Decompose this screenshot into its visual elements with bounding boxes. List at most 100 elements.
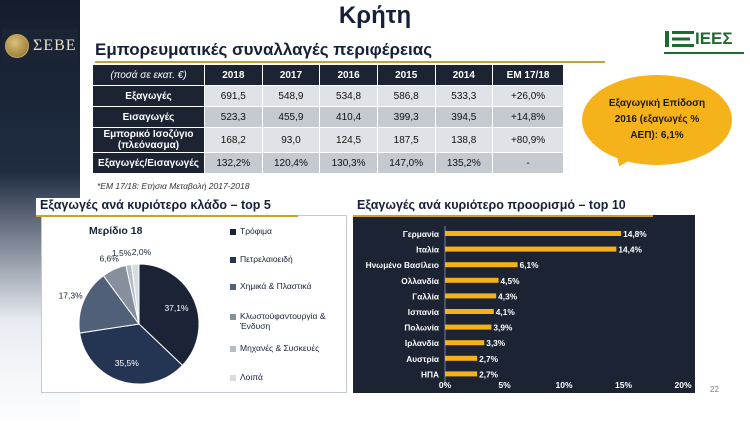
- legend-swatch: [230, 346, 236, 352]
- table-cell: 523,3: [204, 106, 263, 128]
- table-cell: 533,3: [434, 85, 494, 107]
- export-performance-callout: Εξαγωγική Επίδοση 2016 (εξαγωγές % ΑΕΠ):…: [582, 75, 732, 165]
- pie-slice: [78, 274, 140, 334]
- seve-emblem-icon: [5, 34, 29, 58]
- destination-panel-title: Εξαγωγές ανά κυριότερο προορισμό – top 1…: [353, 198, 653, 217]
- legend-item: Χημικά & Πλαστικά: [230, 281, 345, 291]
- row-label: Εξαγωγές: [92, 85, 205, 107]
- table-cell: 168,2: [204, 127, 263, 153]
- table-cell: 187,5: [376, 127, 436, 153]
- x-tick-label: 0%: [439, 380, 452, 390]
- legend-label: Λοιπά: [240, 372, 263, 382]
- legend-item: Λοιπά: [230, 372, 345, 382]
- legend-swatch: [230, 284, 236, 290]
- table-cell: 132,2%: [204, 152, 263, 174]
- page-title: Κρήτη: [338, 2, 412, 29]
- table-cell: +26,0%: [492, 85, 564, 107]
- bar-data-label: 6,1%: [520, 260, 540, 270]
- bar-category-label: Ισπανία: [408, 307, 440, 317]
- table-cell: 548,9: [261, 85, 321, 107]
- table-header-row: (ποσά σε εκατ. €) 2018 2017 2016 2015 20…: [92, 64, 564, 86]
- legend-item: Κλωστοϋφαντουργία & Ένδυση: [230, 311, 345, 331]
- bar: [445, 371, 478, 377]
- pie-data-label: 2,0%: [132, 247, 152, 257]
- bar: [445, 262, 518, 268]
- x-tick-label: 10%: [555, 380, 572, 390]
- unit-label: (ποσά σε εκατ. €): [92, 64, 205, 86]
- callout-line: 2016 (εξαγωγές %: [614, 114, 700, 125]
- destination-bar-chart: Γερμανία 14,8% Ιταλία 14,4% Ηνωμένο Βασίλειο…: [366, 226, 692, 390]
- table-cell: 455,9: [261, 106, 321, 128]
- bar-category-label: Ιταλία: [416, 245, 440, 255]
- table-cell: 93,0: [261, 127, 321, 153]
- bar-data-label: 14,8%: [623, 229, 647, 239]
- section-subtitle: Εμπορευματικές συναλλαγές περιφέρειας: [95, 40, 433, 59]
- pie-data-label: 37,1%: [164, 303, 189, 313]
- bar-category-label: Ηνωμένο Βασίλειο: [366, 260, 439, 270]
- callout-line: ΑΕΠ): 6,1%: [630, 130, 684, 141]
- legend-label: Τρόφιμα: [240, 226, 272, 236]
- page-number: 22: [710, 385, 719, 394]
- bar: [445, 246, 617, 252]
- pie-data-label: 17,3%: [59, 291, 84, 301]
- bar: [445, 324, 492, 330]
- bar: [445, 340, 485, 346]
- table-cell: 135,2%: [434, 152, 494, 174]
- legend-swatch: [230, 257, 236, 263]
- table-cell: 120,4%: [261, 152, 321, 174]
- bar-data-label: 4,3%: [498, 291, 518, 301]
- legend-swatch: [230, 375, 236, 381]
- bar-category-label: Ιρλανδία: [405, 338, 440, 348]
- column-header: 2016: [319, 64, 378, 86]
- bar-data-label: 14,4%: [618, 245, 642, 255]
- table-cell: +14,8%: [492, 106, 564, 128]
- pie-data-label: 6,6%: [99, 253, 119, 263]
- legend-swatch: [230, 314, 236, 320]
- iees-logo: ΙΕΕΣ: [665, 28, 743, 50]
- table-footnote: *ΕΜ 17/18: Ετήσια Μεταβολή 2017-2018: [97, 181, 250, 191]
- legend-item: Πετρελαιοειδή: [230, 254, 345, 264]
- column-header: 2018: [204, 64, 263, 86]
- iees-stripes-icon: [665, 31, 694, 47]
- table-cell: 130,3%: [319, 152, 378, 174]
- bar: [445, 309, 494, 314]
- destination-panel: [353, 215, 695, 393]
- table-row: Εξαγωγές 691,5 548,9 534,8 586,8 533,3 +…: [92, 85, 564, 107]
- legend-swatch: [230, 229, 236, 235]
- x-tick-label: 20%: [674, 380, 691, 390]
- legend-label: Κλωστοϋφαντουργία & Ένδυση: [240, 311, 326, 331]
- subtitle-rule: [95, 61, 605, 63]
- pie-slice: [79, 323, 184, 385]
- table-row: Εμπορικό Ισοζύγιο (πλεόνασμα) 168,2 93,0…: [92, 127, 564, 153]
- table-cell: 534,8: [319, 85, 378, 107]
- table-cell: 410,4: [319, 106, 378, 128]
- column-header: 2017: [261, 64, 321, 86]
- seve-logo-text: ΣΕΒΕ: [33, 37, 77, 54]
- table-cell: 138,8: [434, 127, 494, 153]
- pie-title: Μερίδιο 18: [89, 225, 143, 237]
- bar-category-label: ΗΠΑ: [421, 369, 439, 379]
- column-header: 2015: [376, 64, 436, 86]
- table-cell: 394,5: [434, 106, 494, 128]
- bar-category-label: Ολλανδία: [401, 276, 440, 286]
- trade-table: (ποσά σε εκατ. €) 2018 2017 2016 2015 20…: [92, 64, 564, 174]
- table-cell: 124,5: [319, 127, 378, 153]
- bar-category-label: Πολωνία: [404, 323, 440, 333]
- x-tick-label: 15%: [615, 380, 632, 390]
- row-label: Εξαγωγές/Εισαγωγές: [92, 152, 205, 174]
- table-row: Εισαγωγές 523,3 455,9 410,4 399,3 394,5 …: [92, 106, 564, 128]
- bar-data-label: 3,9%: [493, 323, 513, 333]
- pie-data-label: 35,5%: [115, 358, 140, 368]
- x-tick-label: 5%: [498, 380, 511, 390]
- bar-category-label: Γερμανία: [403, 229, 440, 239]
- bar-category-label: Γαλλία: [412, 291, 440, 301]
- bar-data-label: 3,3%: [486, 338, 506, 348]
- bar-category-label: Αυστρία: [406, 354, 440, 364]
- legend-label: Μηχανές & Συσκευές: [240, 343, 320, 353]
- table-cell: 147,0%: [376, 152, 436, 174]
- iees-logo-text: ΙΕΕΣ: [695, 29, 733, 48]
- pie-data-label: 1,5%: [112, 248, 132, 258]
- pie-slice: [130, 263, 140, 325]
- table-cell: 691,5: [204, 85, 263, 107]
- legend-item: Τρόφιμα: [230, 226, 345, 236]
